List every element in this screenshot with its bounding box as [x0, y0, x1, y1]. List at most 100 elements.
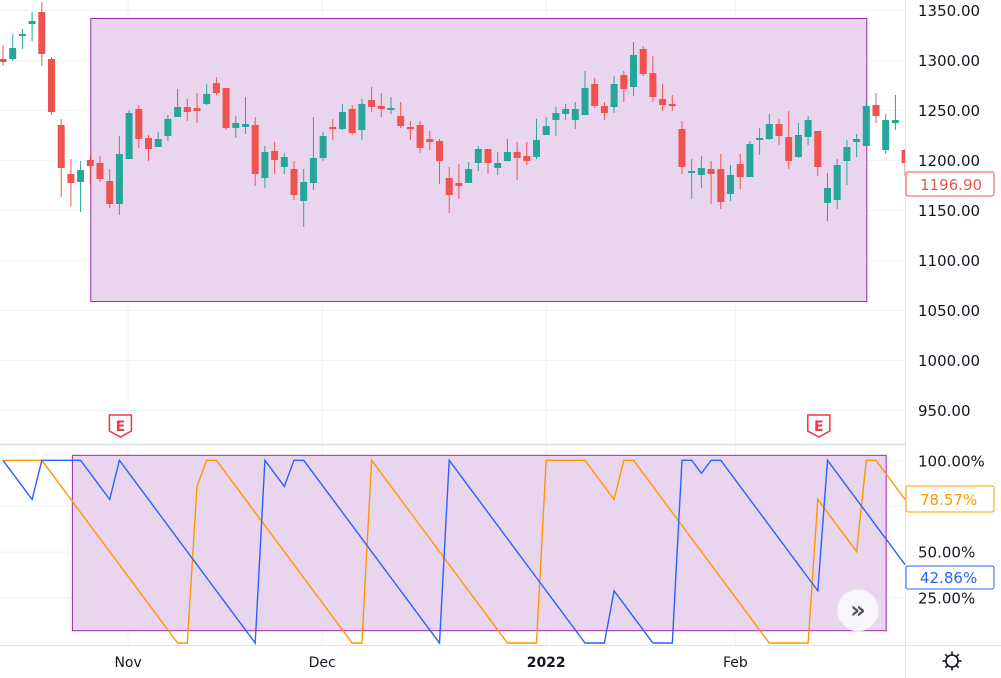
- candle[interactable]: [77, 161, 85, 212]
- candle[interactable]: [465, 162, 473, 183]
- candle[interactable]: [397, 102, 405, 128]
- candle[interactable]: [135, 105, 143, 148]
- candle[interactable]: [639, 46, 647, 76]
- candle[interactable]: [610, 76, 618, 113]
- candle[interactable]: [280, 153, 288, 174]
- candle[interactable]: [697, 156, 705, 188]
- candle[interactable]: [727, 165, 734, 201]
- candle[interactable]: [775, 119, 783, 145]
- candle[interactable]: [455, 164, 463, 199]
- candle[interactable]: [18, 29, 26, 49]
- candle[interactable]: [368, 87, 376, 112]
- candle[interactable]: [756, 128, 764, 155]
- gear-icon[interactable]: [942, 651, 962, 671]
- candle[interactable]: [242, 97, 249, 134]
- candle[interactable]: [232, 116, 240, 138]
- candle[interactable]: [38, 2, 46, 66]
- candle[interactable]: [862, 101, 870, 146]
- candle[interactable]: [358, 99, 366, 140]
- candle[interactable]: [882, 114, 890, 154]
- candle[interactable]: [523, 142, 531, 165]
- candle[interactable]: [309, 117, 317, 190]
- candle[interactable]: [106, 169, 114, 208]
- candle[interactable]: [319, 132, 327, 161]
- candle[interactable]: [620, 71, 628, 102]
- candle[interactable]: [513, 142, 521, 180]
- candle[interactable]: [717, 154, 725, 209]
- candle[interactable]: [436, 139, 443, 184]
- candle[interactable]: [746, 141, 754, 177]
- candle[interactable]: [659, 84, 667, 111]
- candle[interactable]: [581, 71, 589, 115]
- candle[interactable]: [290, 161, 298, 200]
- candle[interactable]: [824, 173, 831, 221]
- candle[interactable]: [125, 110, 133, 159]
- candle[interactable]: [794, 123, 802, 158]
- candle[interactable]: [533, 119, 540, 159]
- candle[interactable]: [562, 104, 570, 120]
- candle[interactable]: [484, 149, 492, 174]
- candle[interactable]: [891, 95, 899, 130]
- candle[interactable]: [688, 159, 696, 199]
- candle[interactable]: [630, 42, 637, 96]
- candle[interactable]: [406, 121, 414, 140]
- candle[interactable]: [329, 119, 337, 140]
- candle[interactable]: [67, 159, 75, 206]
- candle[interactable]: [86, 155, 94, 184]
- time-axis-labels[interactable]: Nov Dec 2022 Feb: [114, 655, 747, 671]
- candle[interactable]: [872, 93, 880, 123]
- candle[interactable]: [0, 45, 7, 66]
- candle[interactable]: [96, 156, 104, 182]
- candle[interactable]: [649, 56, 657, 102]
- candle[interactable]: [804, 116, 812, 145]
- candle[interactable]: [765, 114, 773, 140]
- candle[interactable]: [474, 146, 482, 171]
- candle[interactable]: [853, 134, 861, 157]
- candle[interactable]: [28, 12, 36, 41]
- candle[interactable]: [377, 93, 385, 117]
- earnings-marker[interactable]: E: [108, 414, 133, 438]
- candle[interactable]: [552, 107, 560, 136]
- candle[interactable]: [193, 93, 201, 123]
- candle[interactable]: [212, 77, 220, 95]
- candle[interactable]: [736, 154, 744, 189]
- candle[interactable]: [494, 152, 502, 175]
- candle[interactable]: [591, 78, 599, 108]
- candle[interactable]: [271, 142, 279, 174]
- candle[interactable]: [203, 84, 211, 105]
- candle[interactable]: [300, 169, 308, 227]
- candle[interactable]: [339, 104, 346, 130]
- candle[interactable]: [416, 121, 424, 153]
- candle[interactable]: [145, 135, 152, 161]
- candle[interactable]: [503, 139, 511, 161]
- candle[interactable]: [261, 146, 269, 188]
- candle[interactable]: [542, 117, 550, 135]
- candle[interactable]: [251, 117, 259, 186]
- candle[interactable]: [571, 102, 579, 129]
- candle[interactable]: [164, 115, 172, 141]
- candle[interactable]: [222, 88, 230, 130]
- candle[interactable]: [707, 161, 715, 204]
- candle[interactable]: [348, 105, 356, 135]
- candle[interactable]: [833, 159, 841, 209]
- candle[interactable]: [154, 132, 162, 147]
- candle[interactable]: [814, 131, 822, 176]
- candle[interactable]: [600, 102, 608, 120]
- candle[interactable]: [115, 136, 123, 215]
- candle[interactable]: [48, 57, 55, 115]
- candle[interactable]: [387, 97, 395, 114]
- candle[interactable]: [843, 140, 851, 185]
- candle[interactable]: [445, 167, 453, 213]
- price-axis[interactable]: [906, 0, 1001, 645]
- candle[interactable]: [9, 34, 17, 61]
- highlight-rectangle-oscillator-pane[interactable]: [71, 454, 887, 632]
- candle[interactable]: [183, 99, 191, 121]
- candle[interactable]: [57, 119, 65, 197]
- candle[interactable]: [174, 89, 182, 117]
- candle[interactable]: [785, 111, 793, 169]
- scroll-to-realtime-button[interactable]: »: [836, 588, 880, 632]
- candle[interactable]: [678, 121, 686, 174]
- earnings-marker[interactable]: E: [807, 414, 831, 438]
